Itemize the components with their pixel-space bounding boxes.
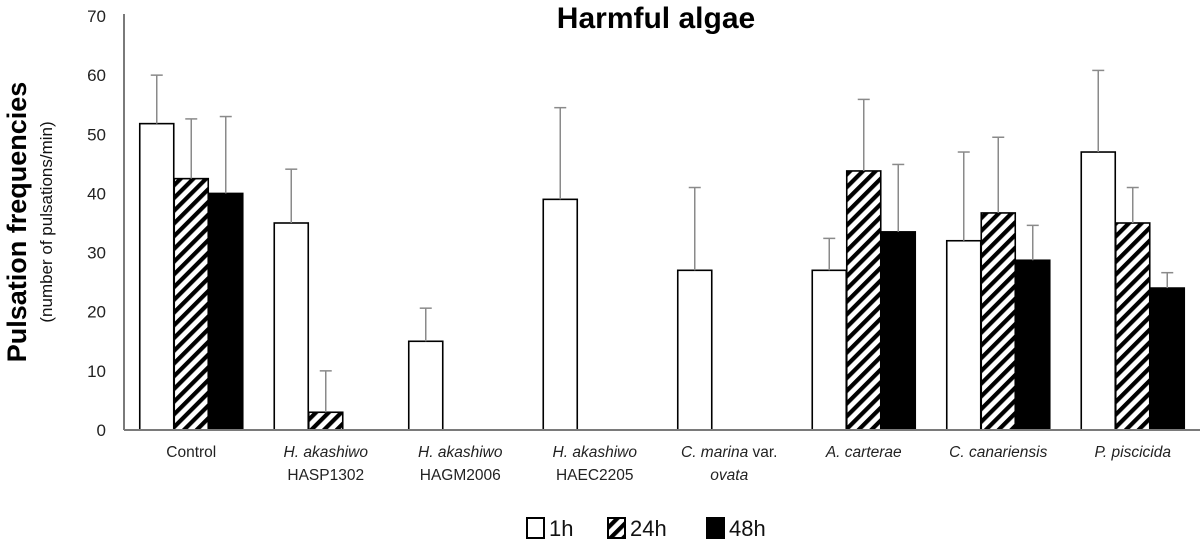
category-label: A. carterae [825,444,902,461]
bar-1h [274,223,308,430]
category-label-line2: HAEC2205 [556,467,634,484]
legend: 1h 24h 48h [527,516,766,541]
legend-label-48h: 48h [729,516,766,541]
bar-1h [812,270,846,430]
category-label: H. akashiwo [418,444,503,461]
y-tick-label: 50 [87,125,106,144]
legend-swatch-1h [527,518,544,538]
legend-label-1h: 1h [549,516,573,541]
category-label-line2: HASP1302 [287,467,364,484]
y-tick-label: 20 [87,303,106,322]
bar-48h [209,193,243,430]
y-tick-label: 70 [87,7,106,26]
category-label: Control [166,444,216,461]
bar-1h [140,124,174,430]
category-label: C. canariensis [949,444,1047,461]
bar-48h [881,232,915,430]
category-label: C. marina var. [681,444,777,461]
legend-label-24h: 24h [630,516,667,541]
bar-48h [1150,288,1184,430]
category-label: H. akashiwo [553,444,638,461]
y-axis-label: Pulsation frequencies [2,82,32,363]
bar-1h [678,270,712,430]
bar-24h [174,179,208,430]
bar-24h [847,171,881,430]
bar-48h [1016,260,1050,430]
bar-24h [309,412,343,430]
chart-title: Harmful algae [557,2,755,35]
bar-1h [947,241,981,430]
category-label-line2: ovata [710,467,748,484]
category-labels: Control H. akashiwo HASP1302 H. akashiwo HAG… [166,444,1171,484]
y-tick-label: 30 [87,244,106,263]
y-tick-label: 60 [87,66,106,85]
legend-swatch-24h [608,518,625,538]
category-label-line2: HAGM2006 [420,467,501,484]
y-axis-sublabel: (number of pulsations/min) [37,121,56,322]
category-label: P. piscicida [1095,444,1172,461]
y-tick-label: 10 [87,362,106,381]
bar-24h [981,213,1015,430]
y-tick-labels: 0 10 20 30 40 50 60 70 [87,7,106,440]
category-label: H. akashiwo [284,444,369,461]
legend-swatch-48h [707,518,724,538]
bar-24h [1116,223,1150,430]
bar-1h [1081,152,1115,430]
bar-1h [543,199,577,430]
bar-1h [409,341,443,430]
y-tick-label: 40 [87,184,106,203]
y-tick-label: 0 [97,421,106,440]
